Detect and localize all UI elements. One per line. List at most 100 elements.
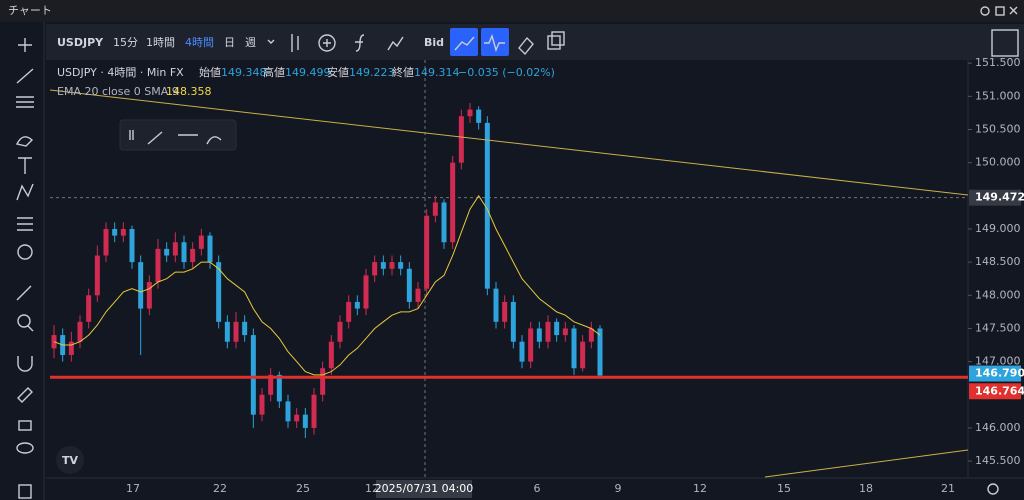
y-tick-label: 149.000 (975, 222, 1021, 235)
candle-body (536, 328, 542, 342)
candle-body (380, 262, 386, 269)
candle-body (216, 262, 222, 322)
candle-body (190, 248, 196, 263)
candle-body (172, 242, 178, 256)
candle-body (580, 341, 586, 369)
candle-body (588, 328, 594, 342)
y-tick-label: 151.500 (975, 56, 1021, 69)
price-label-box (969, 365, 1021, 382)
candle-body (77, 321, 83, 342)
legend-change: −0.035 (−0.02%) (458, 66, 555, 79)
y-tick-label: 150.500 (975, 123, 1021, 136)
candle-body (120, 228, 126, 236)
interval[interactable]: 4時間 (185, 36, 214, 49)
y-tick-label: 146.000 (975, 421, 1021, 434)
y-tick-label: 145.500 (975, 454, 1021, 467)
candle-body (224, 321, 230, 342)
candle-body (458, 116, 464, 163)
candle-body (597, 328, 603, 376)
candle-body (164, 248, 170, 256)
candle-body (86, 295, 92, 322)
candle-body (294, 414, 300, 422)
candle-body (484, 122, 490, 289)
interval[interactable]: 1時間 (146, 36, 175, 49)
candle-body (415, 288, 421, 302)
candle-body (467, 109, 473, 117)
trend-line (764, 449, 969, 478)
candle-body (562, 328, 568, 336)
candle-body (554, 321, 560, 336)
candle-body (519, 341, 525, 362)
candle-body (138, 262, 144, 309)
plot (50, 60, 968, 478)
logo (56, 446, 84, 474)
y-tick-label: 147.000 (975, 355, 1021, 368)
trend-line (49, 89, 969, 196)
x-tick-label: 25 (296, 482, 310, 495)
candle-body (337, 321, 343, 342)
price-label: 146.764 (975, 384, 1024, 397)
candle-body (389, 262, 395, 269)
candle-body (493, 288, 499, 322)
candle-body (198, 235, 204, 249)
symbol[interactable]: USDJPY (57, 36, 104, 49)
candle-body (528, 328, 534, 362)
price-label-box (969, 383, 1021, 400)
window-controls[interactable] (980, 6, 1018, 16)
candle-body (346, 301, 352, 322)
interval[interactable]: 15分 (113, 36, 138, 49)
indicator-value: 148.358 (166, 85, 212, 98)
candle-body (510, 301, 516, 342)
legend-label: 始値 (199, 65, 221, 79)
candle-body (571, 328, 577, 369)
candle-body (432, 202, 438, 216)
floating-tools[interactable] (129, 130, 222, 145)
legend-title: USDJPY · 4時間 · Min FX (57, 66, 184, 79)
top-toolbar (46, 24, 1024, 60)
candle-body (328, 341, 334, 369)
y-tick-label: 148.500 (975, 255, 1021, 268)
logo-mark: TV (62, 454, 79, 467)
dropdown[interactable] (267, 39, 275, 44)
legend-value: 149.223 (349, 66, 395, 79)
time-label: 2025/07/31 04:00 (375, 482, 474, 495)
legend-value: 149.314 (414, 66, 460, 79)
candle-body (285, 401, 291, 422)
ema-line (53, 194, 601, 376)
candle-body (476, 109, 482, 123)
price-label: 146.790 (975, 367, 1024, 380)
candle-body (181, 242, 187, 263)
settings-icon[interactable] (987, 483, 999, 495)
y-tick-label: 148.000 (975, 288, 1021, 301)
title-bar (0, 0, 1024, 22)
candle-body (424, 215, 430, 289)
price-label-box (969, 189, 1021, 206)
interval[interactable]: 日 (224, 36, 235, 49)
candle-body (268, 374, 274, 395)
drawing-tools[interactable] (15, 38, 34, 499)
candle-body (155, 248, 161, 283)
y-tick-label: 150.000 (975, 156, 1021, 169)
candle-body (363, 275, 369, 309)
time-label-box (376, 480, 472, 498)
interval[interactable]: 週 (245, 36, 256, 49)
x-tick-label: 17 (126, 482, 140, 495)
candle-body (320, 368, 326, 395)
candle-body (311, 394, 317, 428)
candle-body (250, 335, 256, 415)
candle-body (112, 228, 118, 236)
candle-body (502, 301, 508, 322)
price-source[interactable]: Bid (424, 36, 444, 49)
x-tick-label: 6 (534, 482, 541, 495)
candle-body (207, 235, 213, 263)
legend-value: 149.348 (221, 66, 267, 79)
candle-body (129, 228, 135, 263)
candle-body (233, 321, 239, 342)
candle-body (302, 414, 308, 428)
candle-body (103, 228, 109, 256)
candle-body (146, 282, 152, 309)
candle-body (545, 321, 551, 342)
legend-label: 高値 (263, 65, 285, 79)
toolbar-icons[interactable] (291, 28, 1019, 57)
